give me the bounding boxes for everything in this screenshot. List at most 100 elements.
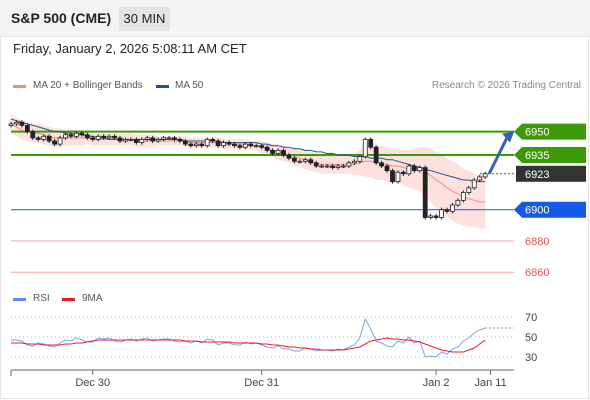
bollinger-band-area	[11, 114, 486, 229]
header-bar: S&P 500 (CME) 30 MIN	[0, 0, 590, 37]
rsi-line	[11, 317, 486, 358]
candle-body	[341, 165, 346, 168]
x-tick-label: Dec 30	[75, 377, 110, 389]
candle-body	[422, 167, 428, 218]
candle-body	[259, 145, 265, 148]
candle-body	[357, 156, 363, 162]
candle-body	[14, 121, 19, 125]
candle-body	[177, 139, 183, 142]
level-tag-6950	[514, 123, 586, 140]
candle-body	[297, 160, 303, 163]
candle-body	[433, 215, 439, 218]
rsi-tick-label: 30	[525, 352, 537, 364]
candle-body	[270, 149, 276, 154]
candle-body	[319, 165, 325, 168]
candle-body	[450, 204, 455, 212]
candle-body	[330, 165, 335, 168]
candle-body	[193, 143, 199, 147]
candle-body	[275, 149, 281, 154]
candle-body	[248, 143, 254, 147]
candle-body	[112, 135, 117, 139]
candle-body	[128, 139, 134, 141]
level-label-6900: 6900	[525, 205, 549, 217]
ma20-swatch	[13, 85, 26, 88]
last-price-label: 6923	[525, 169, 549, 181]
candle-body	[384, 165, 390, 172]
candle-body	[253, 145, 259, 148]
rsi-tick-label: 70	[525, 312, 537, 324]
candle-body	[264, 146, 270, 151]
level-tag-6900	[514, 201, 586, 218]
candle-body	[439, 209, 444, 218]
ma50-swatch	[156, 85, 169, 88]
candle-body	[123, 139, 128, 142]
candle-body	[324, 165, 330, 168]
candle-body	[291, 157, 297, 162]
projection-arrow-line	[487, 134, 510, 175]
candle-body	[281, 149, 286, 156]
candle-body	[150, 137, 156, 142]
candle-body	[411, 165, 417, 172]
candle-body	[242, 143, 248, 148]
candle-body	[302, 159, 308, 162]
candle-body	[395, 171, 401, 183]
ma50-legend-label: MA 50	[175, 80, 204, 91]
candle-body	[471, 179, 477, 189]
x-tick-label: Dec 31	[244, 377, 279, 389]
candle-body	[46, 135, 52, 142]
level-label-6880: 6880	[525, 236, 549, 248]
candle-body	[106, 135, 112, 139]
candle-body	[406, 165, 412, 175]
ma50-line	[10, 118, 486, 183]
candle-body	[362, 139, 368, 158]
candle-body	[417, 167, 423, 172]
candle-body	[79, 132, 85, 136]
candle-body	[444, 209, 450, 212]
candle-body	[144, 137, 150, 140]
candle-body	[161, 137, 167, 140]
candle-body	[379, 162, 385, 167]
candle-body	[57, 137, 63, 145]
candle-body	[232, 143, 237, 147]
credit-label: Research © 2026 Trading Central	[431, 80, 581, 91]
candle-body	[30, 131, 36, 139]
candle-body	[172, 137, 177, 140]
candle-body	[166, 137, 172, 140]
ma9-swatch	[62, 298, 75, 301]
candle-body	[335, 165, 341, 168]
instrument-title: S&P 500 (CME)	[11, 10, 112, 26]
timeframe-button[interactable]: 30 MIN	[119, 7, 170, 31]
candle-body	[210, 139, 216, 142]
rsi-legend-label: RSI	[33, 293, 50, 304]
candle-body	[24, 124, 30, 133]
candle-body	[41, 135, 47, 140]
candle-body	[400, 171, 406, 175]
candle-body	[482, 173, 488, 178]
candle-body	[74, 132, 79, 137]
candle-body	[63, 134, 68, 139]
ma20-legend-label: MA 20 + Bollinger Bands	[33, 80, 143, 91]
candle-body	[390, 170, 395, 183]
candle-body	[52, 140, 57, 145]
candle-body	[460, 192, 466, 201]
candle-body	[428, 215, 434, 218]
candle-body	[351, 160, 357, 164]
last-price-tag	[516, 165, 586, 182]
candle-body	[313, 162, 319, 167]
candle-body	[139, 139, 145, 143]
ma20-line	[10, 123, 486, 203]
candle-body	[455, 199, 461, 206]
candle-body	[101, 135, 107, 139]
candle-body	[188, 143, 194, 147]
x-tick-label: Jan 2	[423, 377, 450, 389]
rsi-tick-label: 50	[525, 332, 537, 344]
level-tag-6935	[514, 147, 586, 164]
candle-body	[226, 142, 232, 145]
candle-body	[221, 142, 226, 147]
candle-body	[155, 139, 161, 142]
candle-body	[84, 134, 90, 139]
candle-body	[477, 176, 483, 181]
level-label-6950: 6950	[525, 127, 549, 139]
projection-arrow-head	[502, 131, 514, 143]
